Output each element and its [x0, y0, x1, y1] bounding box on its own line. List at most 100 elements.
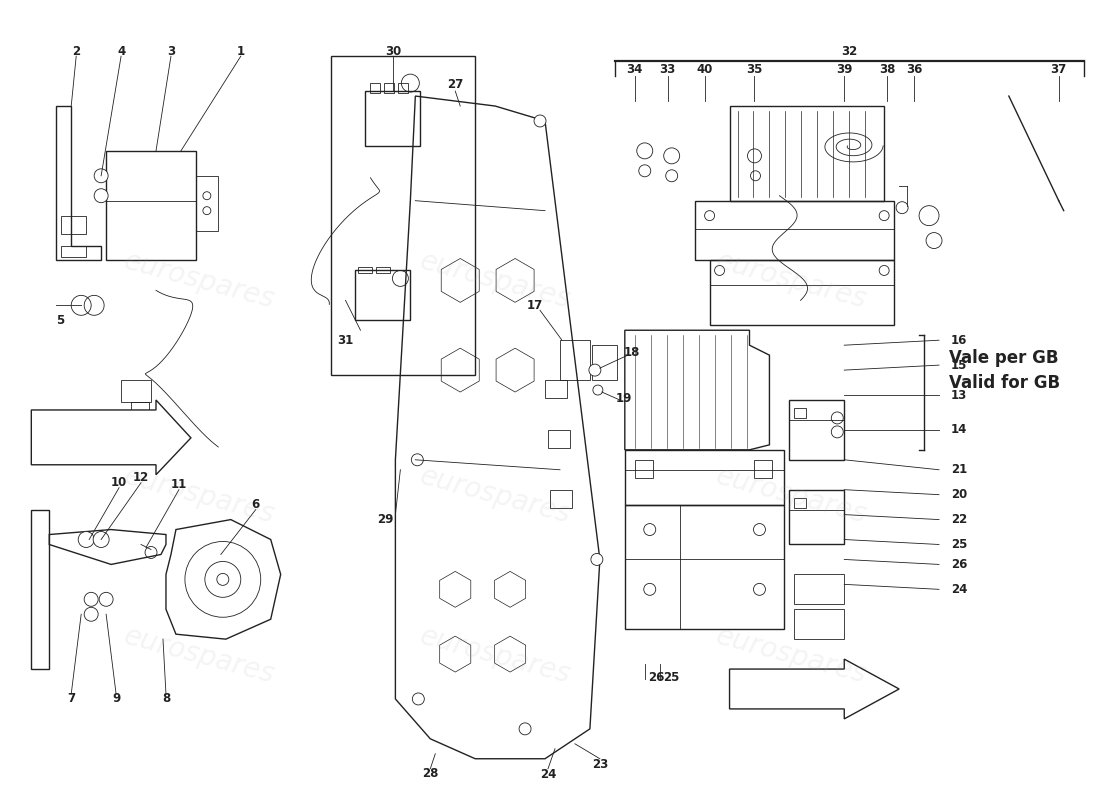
Text: eurospares: eurospares: [417, 247, 574, 314]
Bar: [62, 216, 86, 234]
Circle shape: [879, 266, 889, 275]
Text: 33: 33: [660, 62, 675, 76]
Circle shape: [644, 523, 656, 535]
Bar: [710, 261, 894, 326]
Bar: [755, 460, 772, 478]
Text: 22: 22: [952, 513, 967, 526]
Text: eurospares: eurospares: [417, 622, 574, 689]
Text: 18: 18: [624, 346, 640, 358]
Circle shape: [705, 210, 715, 221]
Bar: [359, 267, 373, 274]
Text: 32: 32: [842, 45, 857, 58]
Bar: [106, 151, 196, 261]
Text: 23: 23: [592, 758, 608, 771]
Text: 24: 24: [540, 768, 557, 781]
Text: 16: 16: [952, 334, 967, 346]
Text: 28: 28: [422, 767, 439, 780]
Circle shape: [588, 364, 601, 376]
Bar: [729, 106, 884, 201]
Text: Vale per GB
Valid for GB: Vale per GB Valid for GB: [949, 349, 1060, 392]
Text: 4: 4: [117, 45, 125, 58]
Text: eurospares: eurospares: [120, 247, 277, 314]
Bar: [331, 56, 475, 375]
Text: 6: 6: [252, 498, 260, 511]
Bar: [560, 340, 590, 380]
Circle shape: [85, 607, 98, 622]
Text: 8: 8: [162, 693, 170, 706]
Bar: [794, 610, 845, 639]
Circle shape: [879, 210, 889, 221]
Circle shape: [754, 523, 766, 535]
Text: 40: 40: [696, 62, 713, 76]
Circle shape: [534, 115, 546, 127]
Bar: [31, 510, 50, 669]
Bar: [794, 498, 806, 508]
Text: 37: 37: [1050, 62, 1067, 76]
Text: 39: 39: [836, 62, 852, 76]
Bar: [625, 505, 784, 630]
Bar: [355, 270, 410, 320]
Bar: [62, 246, 86, 258]
Text: 25: 25: [952, 538, 967, 551]
Text: 21: 21: [952, 463, 967, 476]
Bar: [544, 380, 566, 398]
Text: 20: 20: [952, 488, 967, 501]
Text: 17: 17: [527, 299, 543, 312]
Bar: [121, 380, 151, 402]
Bar: [398, 83, 408, 93]
Bar: [794, 408, 806, 418]
Circle shape: [832, 412, 844, 424]
Circle shape: [95, 189, 108, 202]
Circle shape: [411, 454, 424, 466]
Bar: [371, 83, 381, 93]
Bar: [790, 400, 845, 460]
Bar: [790, 490, 845, 545]
Text: 29: 29: [377, 513, 394, 526]
Text: 35: 35: [746, 62, 762, 76]
Text: eurospares: eurospares: [713, 247, 870, 314]
Text: 11: 11: [170, 478, 187, 491]
Text: eurospares: eurospares: [713, 462, 870, 530]
Text: 34: 34: [627, 62, 644, 76]
Circle shape: [99, 592, 113, 606]
Circle shape: [591, 554, 603, 566]
Bar: [131, 402, 149, 414]
Text: 14: 14: [952, 423, 967, 436]
Text: 19: 19: [616, 391, 632, 405]
Circle shape: [412, 693, 425, 705]
Circle shape: [95, 169, 108, 182]
Text: 1: 1: [236, 45, 245, 58]
Bar: [548, 430, 570, 448]
Text: 36: 36: [906, 62, 922, 76]
Circle shape: [639, 165, 651, 177]
Text: 3: 3: [167, 45, 175, 58]
Text: 5: 5: [56, 314, 65, 326]
Text: 24: 24: [952, 583, 967, 596]
Bar: [694, 201, 894, 261]
Text: 38: 38: [879, 62, 895, 76]
Circle shape: [832, 426, 844, 438]
Bar: [592, 345, 617, 380]
Circle shape: [644, 583, 656, 595]
Text: 10: 10: [111, 476, 128, 490]
Text: eurospares: eurospares: [120, 462, 277, 530]
Bar: [196, 176, 218, 230]
Text: 31: 31: [338, 334, 353, 346]
Bar: [384, 83, 395, 93]
Text: 27: 27: [447, 78, 463, 90]
Bar: [625, 450, 784, 505]
Bar: [376, 267, 390, 274]
Text: 12: 12: [133, 471, 150, 484]
Circle shape: [593, 385, 603, 395]
Text: 30: 30: [385, 45, 402, 58]
Text: 2: 2: [73, 45, 80, 58]
Text: 13: 13: [952, 389, 967, 402]
Bar: [550, 490, 572, 508]
Circle shape: [666, 170, 678, 182]
Text: 26: 26: [648, 670, 664, 683]
Circle shape: [750, 170, 760, 181]
Text: eurospares: eurospares: [120, 622, 277, 689]
Circle shape: [85, 592, 98, 606]
Text: 7: 7: [67, 693, 75, 706]
Text: 26: 26: [952, 558, 967, 571]
